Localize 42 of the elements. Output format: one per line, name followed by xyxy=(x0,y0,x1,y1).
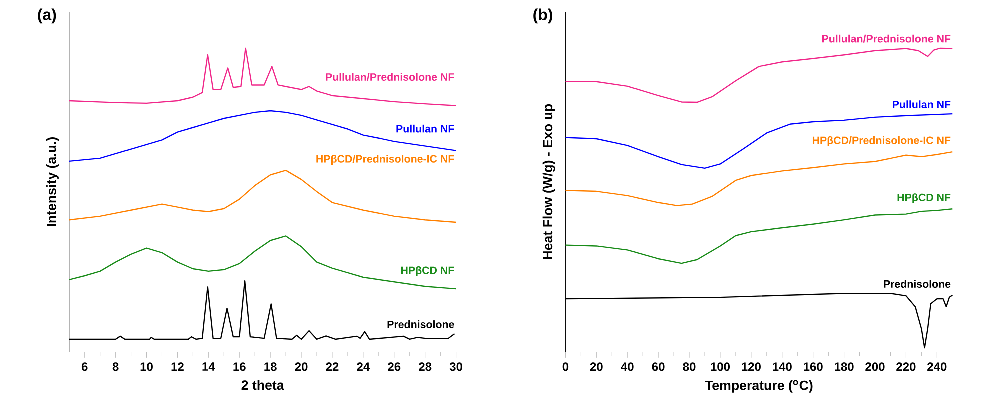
x-tick-label: 60 xyxy=(652,362,665,372)
x-tick-label: 40 xyxy=(621,362,634,372)
x-axis-title: 2 theta xyxy=(242,380,284,390)
x-tick-label: 16 xyxy=(234,362,246,372)
x-tick-label: 12 xyxy=(172,362,184,372)
series-label: HPβCD/Prednisolone-IC NF xyxy=(812,136,951,146)
series-label: HPβCD NF xyxy=(401,266,454,276)
x-tick-label: 6 xyxy=(82,362,88,372)
x-tick-label: 18 xyxy=(264,362,277,372)
x-tick-label: 22 xyxy=(326,362,339,372)
series-label: Pullulan/Prednisolone NF xyxy=(326,73,454,82)
x-tick-label: 200 xyxy=(866,362,885,372)
x-tick-label: 120 xyxy=(742,362,761,372)
x-tick-label: 180 xyxy=(835,362,854,372)
x-tick-label: 20 xyxy=(295,362,308,372)
x-tick-label: 0 xyxy=(562,362,569,372)
x-tick-label: 14 xyxy=(202,362,216,371)
x-tick-label: 10 xyxy=(140,362,153,372)
series-label: Prednisolone xyxy=(388,320,454,328)
chart-title: (b) xyxy=(534,8,552,24)
x-tick-label: 140 xyxy=(773,362,792,372)
series-label: Prednisolone xyxy=(884,280,951,288)
series-label: Pullulan/Prednisolone NF xyxy=(822,34,951,43)
x-tick-label: 24 xyxy=(357,362,370,372)
series-label: HPβCD NF xyxy=(898,194,951,204)
chart-title: (a) xyxy=(38,8,56,24)
x-tick-label: 8 xyxy=(112,362,119,372)
series-label: HPβCD/Prednisolone-IC NF xyxy=(316,155,454,166)
series-label: Pullulan NF xyxy=(396,124,454,133)
y-axis-title: Heat Flow (W/g) - Exo up xyxy=(542,104,556,260)
x-tick-label: 160 xyxy=(804,362,823,372)
x-tick-label: 220 xyxy=(896,362,916,372)
series-label: Pullulan NF xyxy=(893,100,951,108)
x-tick-label: 240 xyxy=(928,362,947,372)
x-tick-label: 100 xyxy=(711,362,730,372)
x-tick-label: 80 xyxy=(683,362,696,372)
x-tick-label: 30 xyxy=(450,362,462,372)
x-tick-label: 20 xyxy=(590,362,603,372)
x-tick-label: 28 xyxy=(419,362,432,372)
x-tick-label: 26 xyxy=(388,362,401,372)
y-axis-title: Intensity (a.u.) xyxy=(46,138,59,226)
x-axis-title: Temperature ($^{o}$C) xyxy=(705,380,813,393)
